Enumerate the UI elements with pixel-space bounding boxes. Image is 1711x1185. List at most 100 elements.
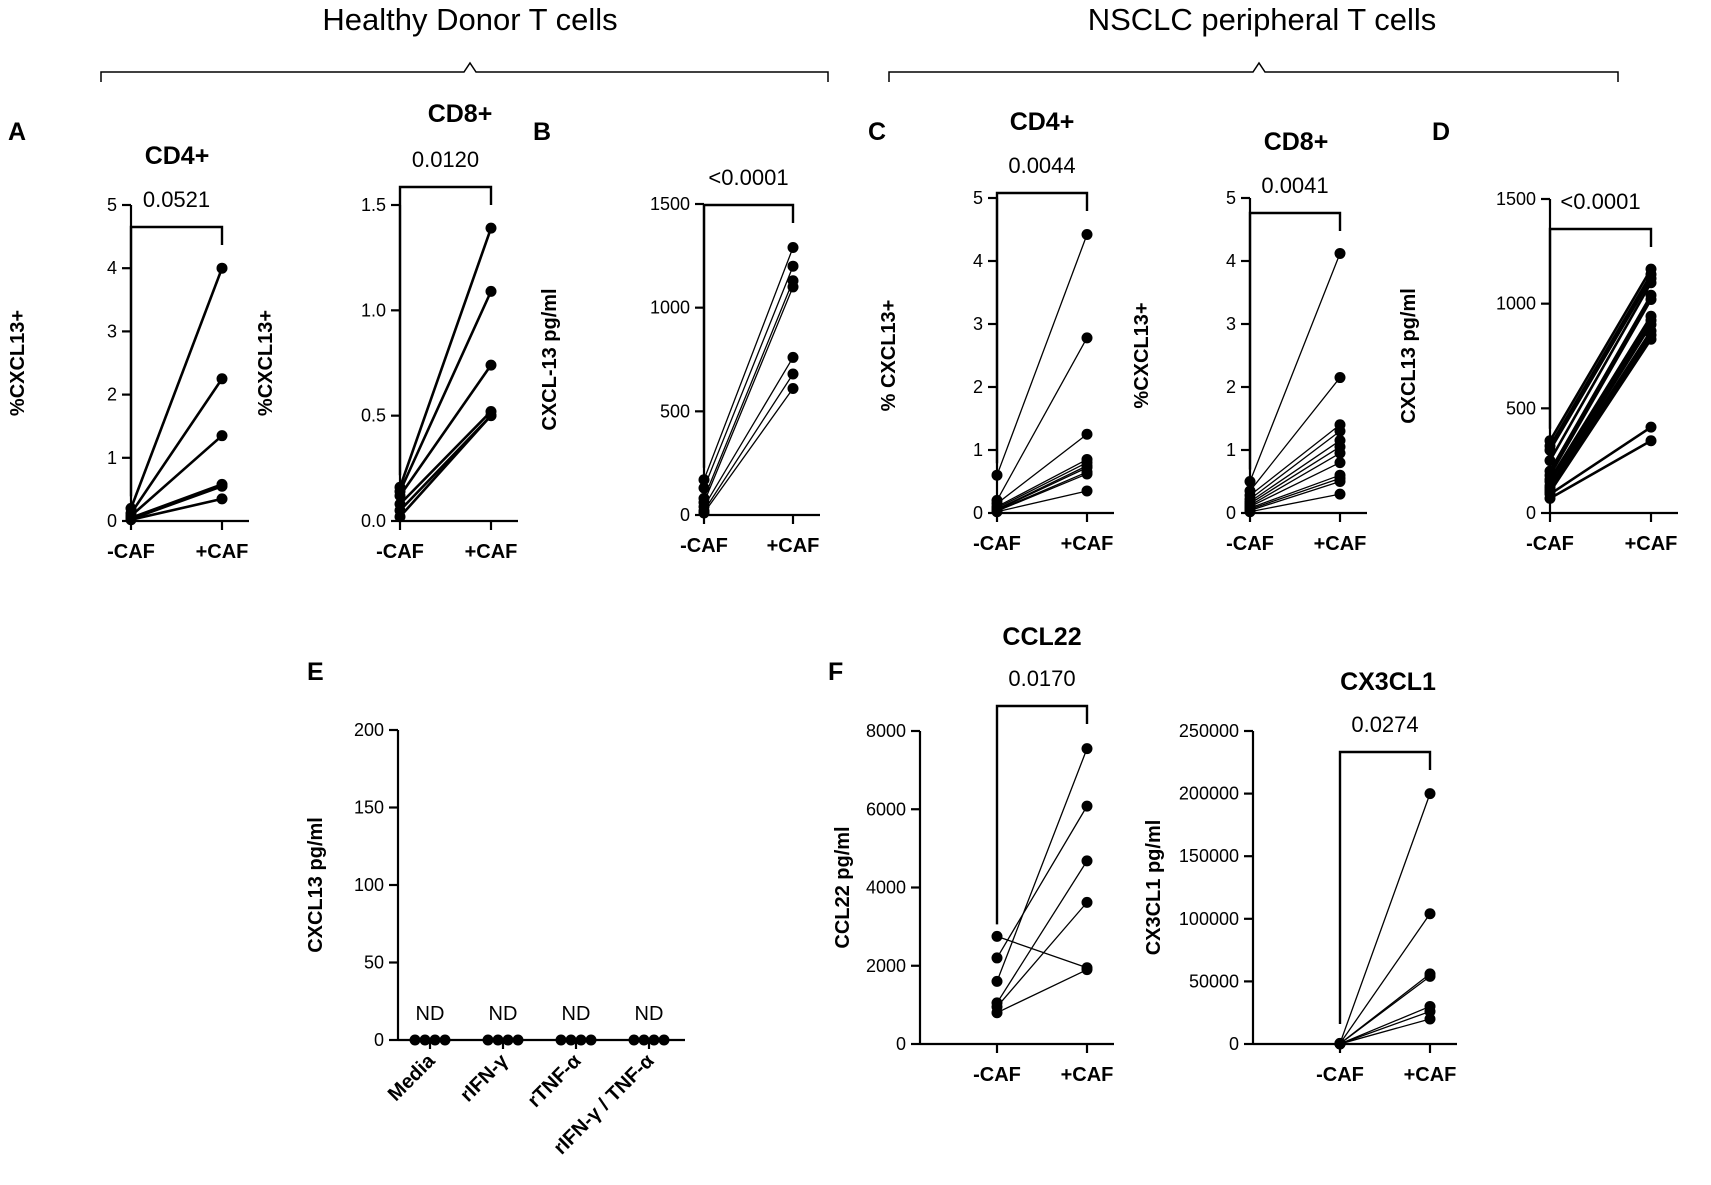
data-point <box>1424 788 1436 800</box>
y-tick-label: 1000 <box>1496 294 1536 314</box>
y-tick-label: 3 <box>107 321 117 341</box>
brace-nsclc <box>888 61 1619 82</box>
pair-line <box>398 227 493 488</box>
data-point <box>502 1034 514 1046</box>
pair-line <box>703 388 794 514</box>
pair-line <box>130 485 223 521</box>
data-point <box>555 1034 567 1046</box>
data-point <box>1544 444 1556 456</box>
group-title-healthy: Healthy Donor T cells <box>322 2 617 37</box>
data-point <box>787 383 799 395</box>
x-tick-label: +CAF <box>196 541 249 563</box>
y-tick-label: 1000 <box>650 298 690 318</box>
y-axis-label: CXCL13 pg/ml <box>305 817 327 953</box>
chart-e-cxcl13: 0 50 100 150 200 CXCL13 pg/ml Media rIFN-γ rTNF-… <box>305 720 685 1159</box>
pair-line <box>1549 439 1652 500</box>
y-axis-label: %CXCL13+ <box>1131 302 1153 408</box>
y-tick-label: 3 <box>973 314 983 334</box>
data-point <box>492 1034 504 1046</box>
y-tick-label: 0.0 <box>361 511 386 531</box>
data-point <box>1645 293 1657 305</box>
x-tick-label: +CAF <box>767 535 820 557</box>
pair-line <box>1548 298 1653 476</box>
pair-line <box>996 748 1088 982</box>
x-tick-label: +CAF <box>1625 533 1678 555</box>
pair-line <box>996 458 1088 508</box>
data-point <box>1081 855 1093 867</box>
data-point <box>1645 421 1657 433</box>
p-value-label: 0.0274 <box>1351 712 1418 737</box>
data-point <box>1334 247 1346 259</box>
y-tick-label: 500 <box>660 401 690 421</box>
data-point <box>1081 800 1093 812</box>
data-point <box>638 1034 650 1046</box>
pair-line <box>996 467 1088 511</box>
y-axis-label: CXCL13 pg/ml <box>1398 288 1420 424</box>
pair-line <box>996 234 1088 476</box>
nd-annotation: ND <box>635 1003 664 1025</box>
y-tick-label: 0 <box>896 1034 906 1054</box>
data-point <box>439 1034 451 1046</box>
chart-d-cxcl13: 0 500 1000 1500 CXCL13 pg/ml -CAF +CAF <0.0001 <box>1398 189 1678 555</box>
data-point <box>991 506 1003 518</box>
x-tick-label: -CAF <box>107 541 155 563</box>
y-tick-label: 5 <box>973 188 983 208</box>
pair-line <box>130 434 223 517</box>
pair-line <box>1548 330 1653 489</box>
y-tick-label: 200000 <box>1179 784 1239 804</box>
y-tick-label: 150 <box>354 798 384 818</box>
y-tick-label: 6000 <box>866 799 906 819</box>
pair-line <box>399 410 492 506</box>
data-point <box>1544 492 1556 504</box>
x-tick-label: -CAF <box>973 1064 1021 1086</box>
pair-line <box>1548 294 1653 472</box>
data-point <box>482 1034 494 1046</box>
data-point <box>216 373 228 385</box>
p-value-label: 0.0120 <box>412 147 479 172</box>
x-tick-label: rTNF-α <box>524 1049 586 1111</box>
y-tick-label: 200 <box>354 720 384 740</box>
pair-line <box>129 267 224 509</box>
data-point <box>991 930 1003 942</box>
data-point <box>394 511 406 523</box>
pair-line <box>1249 377 1341 492</box>
y-tick-label: 4 <box>107 258 117 278</box>
y-tick-label: 5 <box>1226 188 1236 208</box>
data-point <box>125 514 137 526</box>
data-point <box>1244 506 1256 518</box>
pair-line <box>1249 253 1341 482</box>
data-point <box>658 1034 670 1046</box>
y-tick-label: 1 <box>107 448 117 468</box>
x-tick-label: +CAF <box>1314 533 1367 555</box>
pair-line <box>1548 319 1653 483</box>
significance-bracket <box>1548 227 1653 429</box>
chart-title: CX3CL1 <box>1340 668 1436 696</box>
chart-title: CCL22 <box>1002 623 1081 651</box>
data-point <box>991 469 1003 481</box>
data-point <box>1424 908 1436 920</box>
significance-bracket <box>995 704 1089 925</box>
x-tick-label: +CAF <box>465 541 518 563</box>
p-value-label: 0.0521 <box>143 187 210 212</box>
y-tick-label: 2 <box>1226 377 1236 397</box>
data-point <box>1081 332 1093 344</box>
pair-line <box>996 901 1088 1008</box>
y-tick-label: 0 <box>1226 503 1236 523</box>
pair-line <box>398 364 493 497</box>
y-tick-label: 100000 <box>1179 909 1239 929</box>
x-tick-label: -CAF <box>1316 1064 1364 1086</box>
data-point <box>565 1034 577 1046</box>
data-point <box>787 260 799 272</box>
pair-line <box>1548 334 1653 491</box>
nd-annotation: ND <box>489 1003 518 1025</box>
y-tick-label: 0 <box>1526 503 1536 523</box>
chart-title: CD4+ <box>1010 108 1075 136</box>
data-point <box>419 1034 431 1046</box>
x-tick-label: +CAF <box>1404 1064 1457 1086</box>
data-point <box>216 262 228 274</box>
panel-letter-b: B <box>533 118 551 146</box>
y-tick-label: 0 <box>1229 1034 1239 1054</box>
data-point <box>1081 229 1093 241</box>
pair-line <box>996 465 1088 510</box>
chart-c-cd4: CD4+ 0 1 2 3 4 5 % CXCL13+ -CAF +CAF 0.0044 <box>878 108 1114 555</box>
